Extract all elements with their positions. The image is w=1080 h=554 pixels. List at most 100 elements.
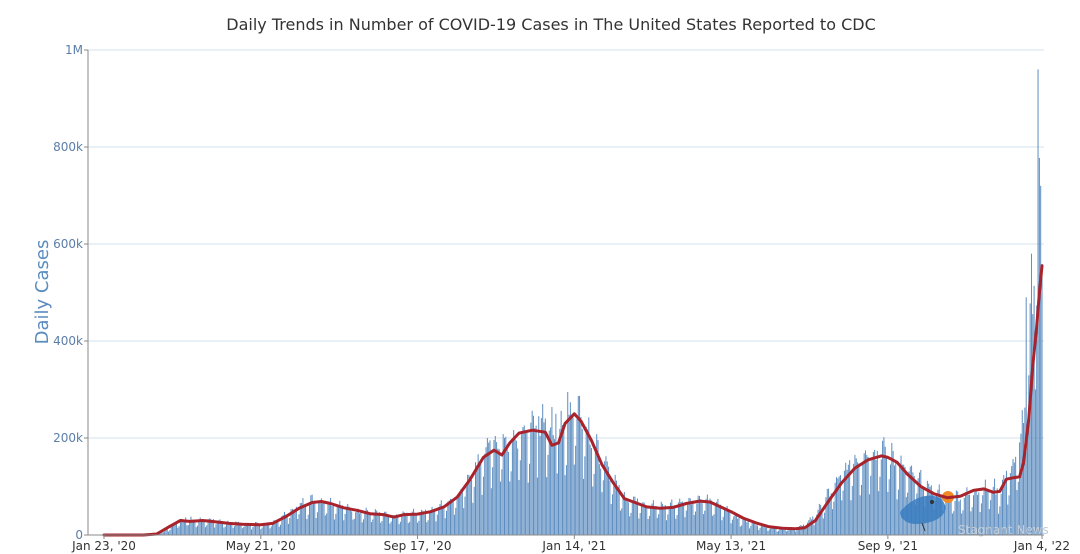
daily-case-bar xyxy=(177,527,179,535)
daily-case-bar xyxy=(507,452,509,535)
daily-case-bar xyxy=(863,453,865,535)
daily-case-bar xyxy=(384,511,386,535)
daily-case-bar xyxy=(232,527,234,535)
daily-case-bar xyxy=(295,506,297,535)
daily-case-bar xyxy=(834,482,836,535)
daily-case-bar xyxy=(731,519,733,535)
daily-case-bar xyxy=(822,518,824,535)
daily-case-bar xyxy=(255,522,256,535)
daily-case-bar xyxy=(356,509,358,535)
daily-case-bar xyxy=(685,510,687,535)
daily-case-bar xyxy=(357,508,359,535)
daily-case-bar xyxy=(322,503,324,535)
daily-case-bar xyxy=(468,474,470,535)
daily-case-bar xyxy=(194,520,196,535)
daily-case-bar xyxy=(580,417,582,535)
daily-case-bar xyxy=(239,523,241,535)
daily-case-bar xyxy=(459,492,461,535)
daily-case-bar xyxy=(377,514,379,535)
daily-case-bar xyxy=(302,498,304,535)
daily-case-bar xyxy=(871,459,873,535)
daily-case-bar xyxy=(517,448,519,535)
daily-case-bar xyxy=(897,489,899,535)
daily-case-bar xyxy=(380,522,382,535)
daily-case-bar xyxy=(1020,433,1022,535)
daily-case-bar xyxy=(957,491,959,535)
daily-case-bar xyxy=(439,504,441,535)
daily-case-bar xyxy=(772,527,774,535)
daily-case-bar xyxy=(630,512,632,535)
daily-case-bar xyxy=(730,523,732,535)
daily-case-bar xyxy=(774,528,776,535)
daily-case-bar xyxy=(716,501,718,535)
daily-case-bar xyxy=(1001,479,1003,535)
daily-case-bar xyxy=(555,413,557,535)
daily-case-bar xyxy=(726,506,728,535)
daily-case-bar xyxy=(452,500,454,535)
daily-case-bar xyxy=(701,503,703,535)
daily-case-bar xyxy=(979,511,981,535)
daily-case-bar xyxy=(197,525,199,535)
daily-case-bar xyxy=(775,528,777,535)
daily-case-bar xyxy=(1038,157,1040,535)
daily-case-bar xyxy=(169,530,171,535)
daily-case-bar xyxy=(995,494,997,535)
daily-case-bar xyxy=(315,518,317,535)
daily-case-bar xyxy=(397,515,399,535)
daily-case-bar xyxy=(629,516,631,535)
daily-case-bar xyxy=(265,523,267,535)
daily-case-bar xyxy=(198,522,200,535)
daily-case-bar xyxy=(994,478,996,535)
daily-case-bar xyxy=(783,529,785,535)
daily-case-bar xyxy=(370,522,372,535)
daily-case-bar xyxy=(324,515,326,535)
daily-case-bar xyxy=(287,523,289,535)
daily-case-bar xyxy=(780,528,782,535)
daily-case-bar xyxy=(540,418,542,535)
daily-case-bar xyxy=(820,504,822,535)
daily-case-bar xyxy=(789,528,791,535)
daily-case-bar xyxy=(182,519,184,535)
daily-case-bar xyxy=(639,512,641,535)
daily-case-bar xyxy=(721,520,723,535)
daily-case-bar xyxy=(223,527,225,535)
daily-case-bar xyxy=(331,506,333,535)
daily-case-bar xyxy=(797,527,799,535)
daily-case-bar xyxy=(422,510,424,535)
daily-case-bar xyxy=(597,440,599,535)
daily-case-bar xyxy=(500,481,502,535)
daily-case-bar xyxy=(187,525,189,535)
daily-case-bar xyxy=(590,448,592,535)
daily-case-bar xyxy=(418,520,420,535)
daily-case-bar xyxy=(998,513,1000,535)
daily-case-bar xyxy=(617,489,619,535)
daily-case-bar xyxy=(475,462,477,535)
daily-case-bar xyxy=(763,526,765,535)
daily-case-bar xyxy=(168,531,170,535)
daily-case-bar xyxy=(845,462,847,535)
daily-case-bar xyxy=(309,502,311,535)
daily-case-bar xyxy=(293,509,295,535)
daily-case-bar xyxy=(737,518,739,535)
daily-case-bar xyxy=(725,508,727,535)
daily-case-bar xyxy=(746,522,748,535)
daily-case-bar xyxy=(779,528,781,535)
daily-case-bar xyxy=(810,519,812,535)
daily-case-bar xyxy=(407,523,409,535)
daily-case-bar xyxy=(165,530,167,535)
daily-case-bar xyxy=(883,437,885,535)
daily-case-bar xyxy=(750,525,752,535)
daily-case-bar xyxy=(627,502,629,535)
daily-case-bar xyxy=(486,438,488,535)
daily-case-bar xyxy=(601,492,603,535)
daily-case-bar xyxy=(953,511,955,535)
daily-case-bar xyxy=(745,520,747,535)
x-tick-label: May 13, '21 xyxy=(696,539,766,553)
daily-case-bar xyxy=(260,529,262,535)
daily-case-bar xyxy=(691,504,693,535)
daily-case-bar xyxy=(692,500,694,535)
daily-case-bar xyxy=(813,525,815,535)
daily-case-bar xyxy=(967,494,969,535)
daily-case-bar xyxy=(729,511,731,535)
daily-case-bar xyxy=(888,479,890,535)
